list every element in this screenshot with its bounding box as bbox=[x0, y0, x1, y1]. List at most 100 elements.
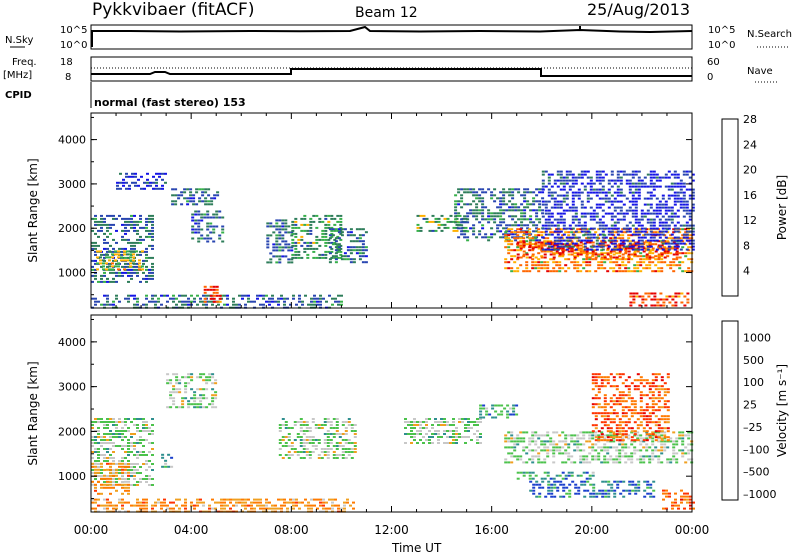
data-cell bbox=[108, 268, 111, 271]
data-cell bbox=[278, 255, 282, 258]
data-cell bbox=[235, 498, 238, 501]
data-cell bbox=[637, 230, 641, 233]
data-cell bbox=[676, 239, 680, 242]
data-cell bbox=[654, 264, 658, 267]
data-cell bbox=[178, 294, 181, 297]
data-cell bbox=[350, 430, 354, 432]
data-cell bbox=[142, 262, 145, 265]
data-cell bbox=[290, 445, 294, 447]
data-cell bbox=[582, 258, 586, 261]
data-cell bbox=[344, 442, 348, 444]
data-cell bbox=[112, 460, 115, 462]
data-cell bbox=[532, 191, 536, 194]
data-cell bbox=[437, 223, 441, 226]
data-cell bbox=[612, 440, 616, 443]
data-cell bbox=[118, 465, 121, 468]
data-cell bbox=[142, 439, 145, 441]
data-cell bbox=[640, 182, 644, 185]
data-cell bbox=[290, 442, 294, 444]
data-cell bbox=[323, 421, 327, 423]
data-cell bbox=[100, 226, 103, 229]
data-cell bbox=[574, 215, 578, 218]
data-cell bbox=[284, 246, 288, 249]
data-cell bbox=[278, 261, 282, 264]
data-cell bbox=[206, 237, 210, 240]
data-cell bbox=[589, 495, 593, 498]
data-cell bbox=[568, 495, 572, 498]
data-cell bbox=[613, 215, 617, 218]
data-cell bbox=[129, 256, 132, 259]
data-cell bbox=[266, 261, 270, 264]
data-cell bbox=[613, 224, 617, 227]
data-cell bbox=[272, 225, 276, 228]
data-cell bbox=[546, 455, 550, 458]
data-cell bbox=[582, 267, 586, 270]
data-cell bbox=[96, 262, 99, 265]
data-cell bbox=[552, 244, 556, 247]
data-cell bbox=[544, 209, 548, 212]
data-cell bbox=[627, 458, 631, 461]
data-cell bbox=[571, 480, 575, 483]
data-cell bbox=[544, 495, 548, 498]
data-cell bbox=[121, 498, 124, 501]
data-cell bbox=[591, 443, 595, 446]
data-cell bbox=[604, 480, 608, 483]
data-cell bbox=[594, 449, 598, 452]
data-cell bbox=[327, 220, 331, 223]
data-cell bbox=[499, 224, 503, 227]
data-cell bbox=[607, 492, 611, 495]
data-cell bbox=[130, 223, 133, 226]
data-cell bbox=[266, 246, 270, 249]
data-cell bbox=[333, 256, 337, 259]
data-cell bbox=[516, 267, 520, 270]
data-cell bbox=[609, 412, 613, 415]
data-cell bbox=[284, 228, 288, 231]
data-cell bbox=[685, 206, 689, 209]
data-cell bbox=[111, 268, 114, 271]
data-cell bbox=[320, 448, 324, 450]
data-cell bbox=[124, 483, 127, 486]
data-cell bbox=[565, 203, 569, 206]
data-cell bbox=[109, 280, 112, 283]
data-cell bbox=[592, 191, 596, 194]
data-cell bbox=[464, 418, 467, 420]
data-cell bbox=[404, 433, 407, 435]
data-cell bbox=[145, 256, 148, 259]
data-cell bbox=[284, 436, 288, 438]
data-cell bbox=[516, 243, 520, 246]
data-cell bbox=[189, 200, 193, 203]
data-cell bbox=[639, 228, 643, 231]
data-cell bbox=[601, 215, 605, 218]
data-cell bbox=[659, 298, 663, 301]
data-cell bbox=[661, 224, 665, 227]
data-cell bbox=[534, 440, 538, 443]
data-cell bbox=[639, 258, 643, 261]
data-cell bbox=[561, 249, 565, 252]
data-cell bbox=[295, 501, 298, 504]
data-cell bbox=[685, 200, 689, 203]
data-cell bbox=[151, 247, 154, 250]
data-cell bbox=[310, 300, 313, 303]
data-cell bbox=[546, 471, 550, 474]
data-cell bbox=[519, 237, 523, 240]
data-cell bbox=[591, 403, 595, 406]
data-cell bbox=[615, 373, 619, 376]
data-cell bbox=[646, 480, 650, 483]
data-cell bbox=[160, 303, 163, 306]
data-cell bbox=[621, 228, 625, 231]
data-cell bbox=[119, 181, 122, 184]
data-cell bbox=[540, 244, 544, 247]
data-cell bbox=[467, 436, 470, 438]
data-cell bbox=[609, 421, 613, 424]
data-cell bbox=[520, 224, 524, 227]
data-cell bbox=[133, 418, 136, 420]
data-cell bbox=[127, 474, 130, 477]
data-cell bbox=[91, 427, 94, 429]
data-cell bbox=[344, 457, 348, 459]
data-cell bbox=[603, 397, 607, 400]
data-cell bbox=[642, 437, 646, 440]
data-cell bbox=[464, 427, 467, 429]
data-cell bbox=[657, 440, 661, 443]
data-cell bbox=[651, 449, 655, 452]
data-cell bbox=[624, 247, 628, 250]
